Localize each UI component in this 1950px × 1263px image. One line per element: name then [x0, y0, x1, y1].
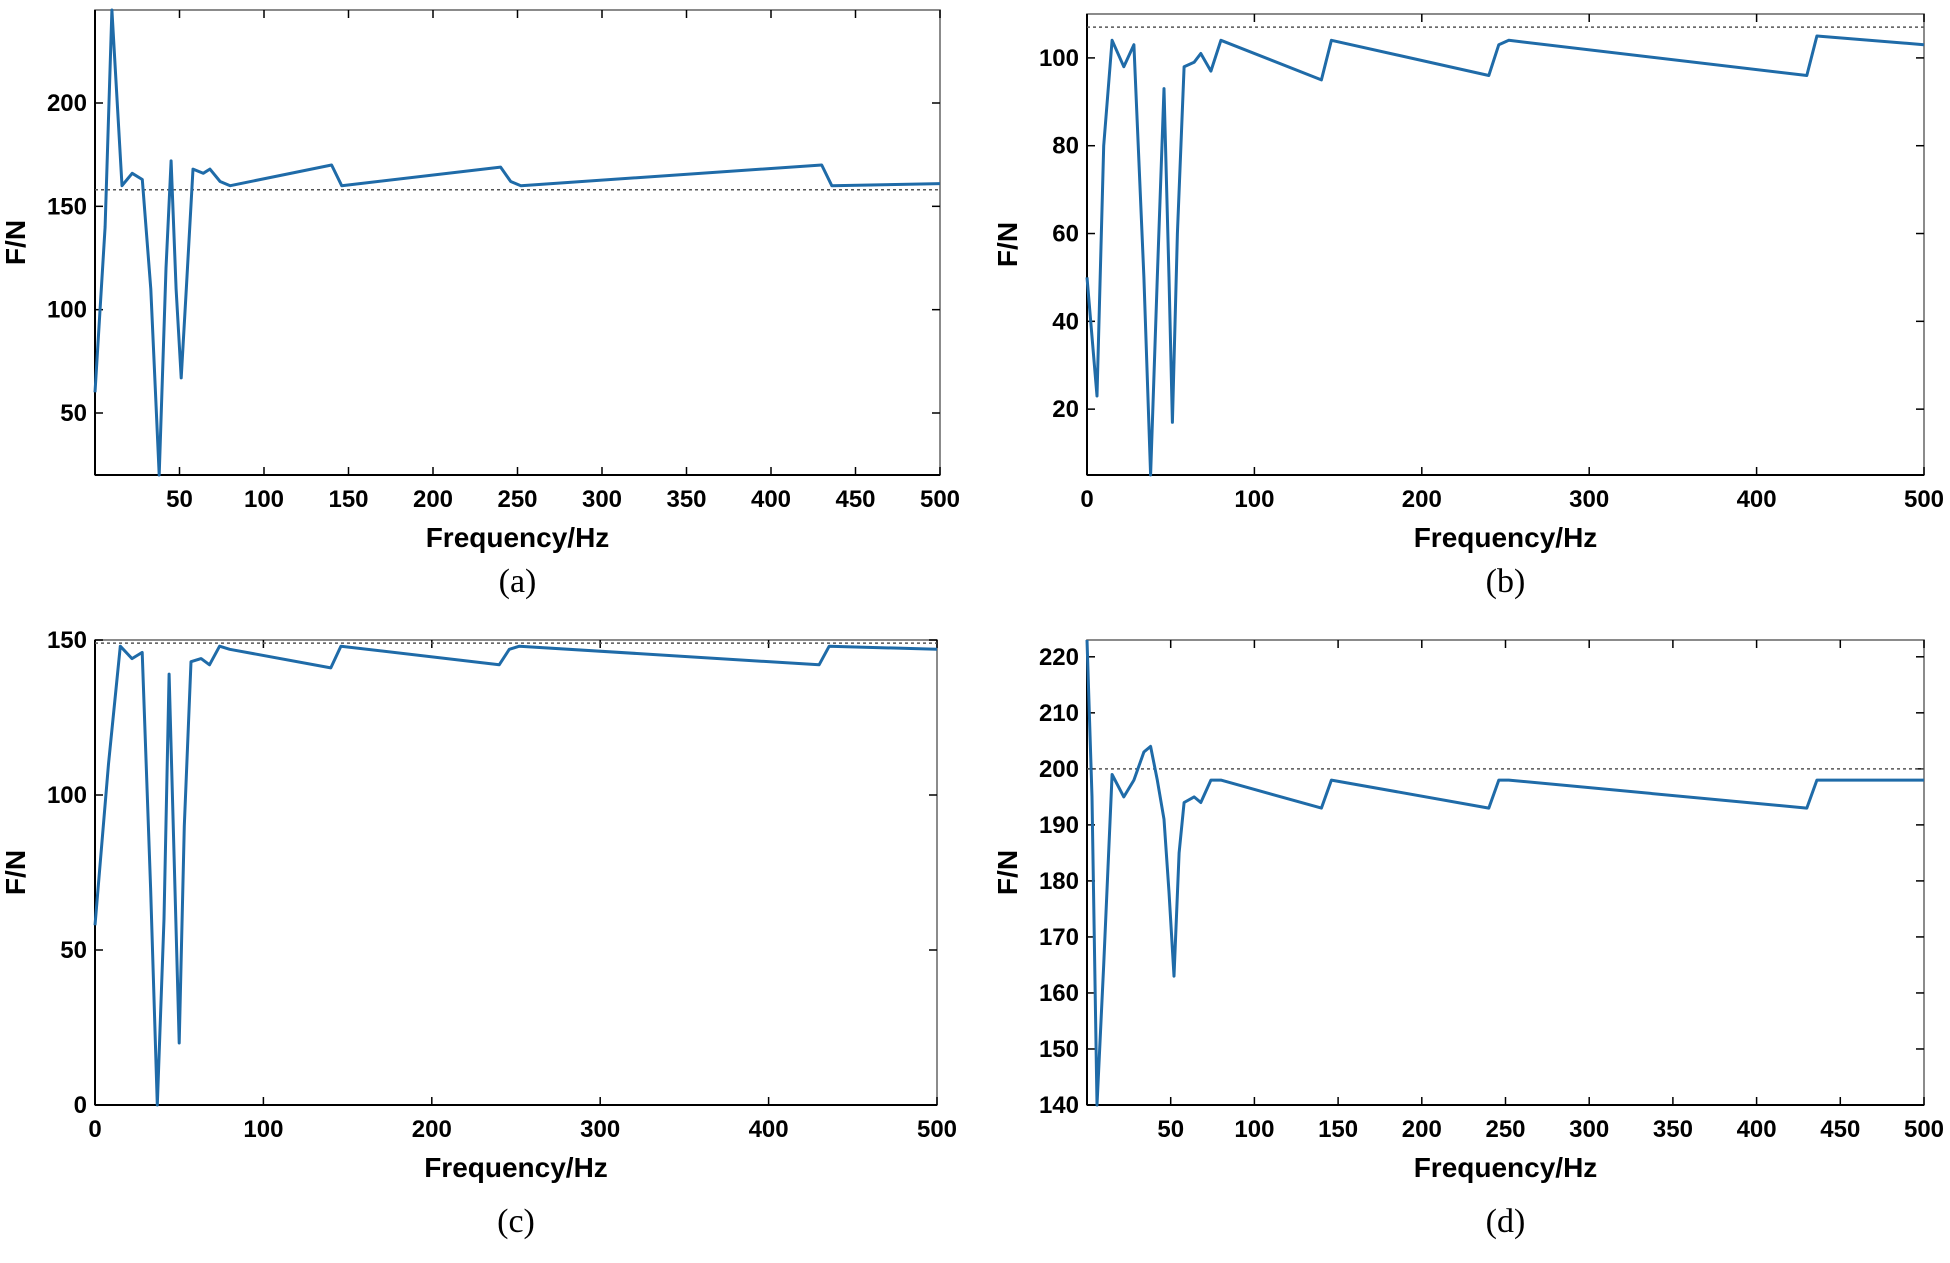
chart-panel-3: 50 100 150 200 250 300 350 400 450 500 140 150 160 17…: [992, 639, 1944, 1240]
panel-caption: (c): [497, 1203, 535, 1240]
y-axis-label: F/N: [0, 850, 31, 895]
x-tick-label: 450: [835, 486, 875, 513]
x-tick-label: 450: [1820, 1116, 1860, 1143]
y-tick-label: 160: [1039, 980, 1079, 1007]
series-line-0: [1085, 34, 1925, 477]
x-tick-label: 300: [1569, 1116, 1609, 1143]
y-tick-label: 220: [1039, 644, 1079, 671]
x-axis-label: Frequency/Hz: [1414, 522, 1598, 553]
x-axis-label: Frequency/Hz: [424, 1152, 608, 1183]
y-tick-label: 200: [1039, 756, 1079, 783]
y-tick-label: 60: [1052, 221, 1079, 248]
x-tick-label: 200: [1402, 486, 1442, 513]
y-tick-label: 150: [47, 193, 87, 220]
series-line-0: [1085, 639, 1924, 1107]
series-line-0: [93, 8, 941, 477]
x-tick-label: 0: [88, 1116, 101, 1143]
x-tick-label: 400: [749, 1116, 789, 1143]
x-tick-label: 500: [1904, 486, 1944, 513]
x-tick-label: 350: [1653, 1116, 1693, 1143]
y-tick-label: 80: [1052, 133, 1079, 160]
y-tick-label: 210: [1039, 700, 1079, 727]
plot-frame: [94, 9, 941, 476]
x-tick-label: 50: [166, 486, 193, 513]
series-line-0: [93, 644, 938, 1107]
x-axis-label: Frequency/Hz: [426, 522, 610, 553]
x-tick-label: 400: [1737, 1116, 1777, 1143]
plot-frame: [1086, 13, 1925, 476]
x-tick-label: 200: [413, 486, 453, 513]
x-tick-label: 100: [1234, 1116, 1274, 1143]
y-tick-label: 200: [47, 90, 87, 117]
x-axis-label: Frequency/Hz: [1414, 1152, 1598, 1183]
y-tick-label: 140: [1039, 1092, 1079, 1119]
y-tick-label: 100: [47, 782, 87, 809]
y-tick-label: 150: [47, 627, 87, 654]
y-tick-label: 50: [60, 937, 87, 964]
x-tick-label: 150: [328, 486, 368, 513]
y-tick-label: 100: [1039, 45, 1079, 72]
plot-frame: [1086, 639, 1925, 1106]
panel-caption: (d): [1486, 1203, 1526, 1240]
x-tick-label: 150: [1318, 1116, 1358, 1143]
plot-frame: [94, 639, 938, 1106]
y-tick-label: 180: [1039, 868, 1079, 895]
x-tick-label: 250: [497, 486, 537, 513]
y-axis-label: F/N: [992, 850, 1023, 895]
x-tick-label: 300: [1569, 486, 1609, 513]
x-tick-label: 350: [666, 486, 706, 513]
y-axis-label: F/N: [0, 220, 31, 265]
panel-caption: (a): [499, 563, 537, 600]
x-tick-label: 0: [1080, 486, 1093, 513]
x-tick-label: 500: [1904, 1116, 1944, 1143]
panel-caption: (b): [1486, 563, 1526, 600]
y-tick-label: 0: [74, 1092, 87, 1119]
y-tick-label: 40: [1052, 308, 1079, 335]
y-tick-label: 100: [47, 297, 87, 324]
chart-panel-0: 50 100 150 200 250 300 350 400 450 500 50 100 150 200…: [0, 8, 960, 600]
y-tick-label: 50: [60, 400, 87, 427]
x-tick-label: 100: [243, 1116, 283, 1143]
x-tick-label: 400: [1737, 486, 1777, 513]
chart-panel-1: 0 100 200 300 400 500 20 40 60 80 100 Frequency/Hz F…: [992, 13, 1944, 600]
x-tick-label: 200: [1402, 1116, 1442, 1143]
x-tick-label: 300: [580, 1116, 620, 1143]
y-tick-label: 150: [1039, 1036, 1079, 1063]
x-tick-label: 250: [1485, 1116, 1525, 1143]
x-tick-label: 200: [412, 1116, 452, 1143]
y-tick-label: 190: [1039, 812, 1079, 839]
x-tick-label: 100: [244, 486, 284, 513]
x-tick-label: 500: [917, 1116, 957, 1143]
y-axis-label: F/N: [992, 222, 1023, 267]
x-tick-label: 50: [1157, 1116, 1184, 1143]
y-tick-label: 20: [1052, 396, 1079, 423]
chart-panel-2: 0 100 200 300 400 500 0 50 100 150 Frequency/Hz F/N…: [0, 627, 957, 1240]
x-tick-label: 300: [582, 486, 622, 513]
y-tick-label: 170: [1039, 924, 1079, 951]
x-tick-label: 100: [1234, 486, 1274, 513]
x-tick-label: 400: [751, 486, 791, 513]
x-tick-label: 500: [920, 486, 960, 513]
